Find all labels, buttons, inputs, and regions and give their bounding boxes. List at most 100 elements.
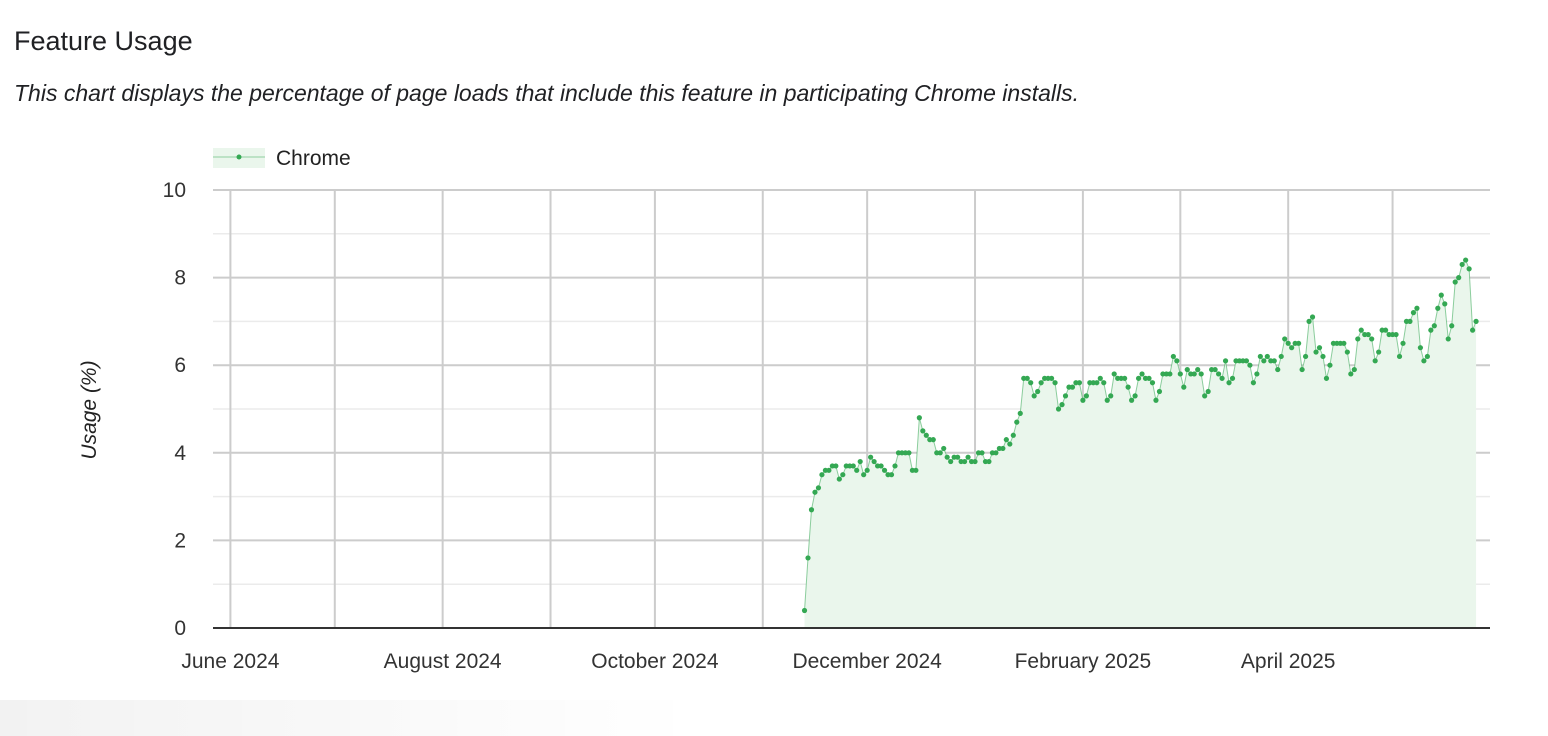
- data-point: [878, 463, 884, 469]
- data-point: [1184, 366, 1190, 373]
- data-point: [920, 428, 926, 434]
- data-point: [1222, 358, 1229, 364]
- data-point: [1153, 397, 1159, 403]
- data-point: [833, 463, 839, 469]
- data-point: [1445, 336, 1451, 342]
- data-point: [1229, 375, 1236, 381]
- data-point: [955, 454, 961, 460]
- data-point: [1466, 266, 1472, 272]
- series-area: [804, 259, 1477, 628]
- data-point: [1097, 375, 1103, 381]
- data-point: [1306, 318, 1312, 324]
- data-point: [892, 463, 898, 469]
- data-point: [1024, 375, 1030, 381]
- y-axis-label: Usage (%): [78, 360, 101, 459]
- data-point: [1195, 366, 1201, 373]
- data-point: [1191, 371, 1197, 377]
- data-point: [871, 458, 877, 465]
- data-point: [1428, 327, 1434, 333]
- x-tick-label: February 2025: [1015, 650, 1152, 673]
- data-point: [1247, 362, 1253, 368]
- data-point: [1243, 358, 1250, 364]
- data-point: [1309, 314, 1316, 320]
- data-point: [1421, 358, 1427, 364]
- data-point: [808, 507, 815, 513]
- data-point: [1122, 375, 1128, 381]
- data-point: [1365, 331, 1371, 338]
- data-point: [1212, 366, 1218, 373]
- data-point: [1101, 380, 1107, 386]
- data-point: [1031, 393, 1037, 399]
- data-point: [1156, 388, 1163, 395]
- data-point: [1456, 275, 1462, 281]
- data-point: [1080, 397, 1086, 403]
- data-point: [993, 450, 999, 456]
- legend[interactable]: Chrome: [213, 147, 351, 170]
- data-point: [1038, 380, 1044, 386]
- data-point: [1052, 380, 1058, 386]
- data-point: [1344, 349, 1350, 355]
- data-point: [1376, 349, 1382, 355]
- data-point: [1296, 340, 1302, 346]
- data-point: [1125, 384, 1131, 390]
- data-point: [906, 450, 912, 456]
- data-point: [916, 415, 922, 421]
- y-tick-label: 10: [163, 179, 186, 202]
- data-point: [1393, 331, 1399, 338]
- data-point: [840, 472, 846, 478]
- data-point: [1327, 362, 1333, 368]
- data-point: [1313, 349, 1319, 355]
- data-point: [1177, 371, 1183, 377]
- data-point: [1438, 292, 1444, 298]
- data-point: [1470, 327, 1476, 333]
- data-point: [1055, 406, 1062, 412]
- data-point: [1320, 353, 1326, 360]
- data-point: [1181, 384, 1187, 390]
- data-point: [1355, 336, 1361, 342]
- data-point: [815, 485, 822, 491]
- data-point: [1028, 380, 1034, 386]
- data-point: [868, 454, 874, 460]
- series-points: [801, 257, 1479, 614]
- data-point: [1198, 371, 1204, 377]
- bottom-shadow: [0, 700, 700, 736]
- data-point: [1431, 323, 1437, 329]
- data-point: [1062, 393, 1069, 399]
- data-point: [1285, 340, 1291, 346]
- data-point: [854, 467, 860, 473]
- data-point: [826, 467, 832, 473]
- data-point: [864, 467, 870, 473]
- y-tick-label: 8: [174, 267, 186, 290]
- data-point: [836, 476, 842, 482]
- data-point: [801, 607, 808, 614]
- data-point: [1316, 345, 1323, 351]
- data-point: [1372, 358, 1378, 364]
- data-point: [1449, 323, 1455, 329]
- data-point: [1250, 380, 1256, 386]
- data-point: [1414, 305, 1420, 311]
- data-point: [1257, 353, 1263, 360]
- data-point: [1271, 358, 1277, 364]
- data-point: [1348, 371, 1354, 377]
- y-tick-label: 6: [174, 354, 186, 377]
- data-point: [1358, 327, 1364, 333]
- data-point: [857, 458, 863, 465]
- data-point: [888, 472, 895, 478]
- data-point: [1226, 380, 1232, 386]
- y-tick-label: 2: [174, 529, 186, 552]
- data-point: [1048, 375, 1055, 381]
- data-point: [1299, 366, 1305, 373]
- data-point: [1108, 393, 1114, 399]
- data-point: [1083, 393, 1089, 399]
- data-point: [1094, 380, 1100, 386]
- axes: 0 2 4 6 8 10 June 2024 August 2024 October 2024 D…: [163, 179, 1490, 673]
- section-title: Feature Usage: [14, 26, 193, 56]
- chart-description: This chart displays the percentage of pa…: [14, 80, 1079, 106]
- y-tick-label: 4: [174, 442, 186, 465]
- data-point: [861, 472, 867, 478]
- data-point: [1003, 437, 1009, 443]
- data-point: [1417, 345, 1424, 351]
- data-point: [1261, 358, 1267, 364]
- data-point: [1035, 388, 1041, 395]
